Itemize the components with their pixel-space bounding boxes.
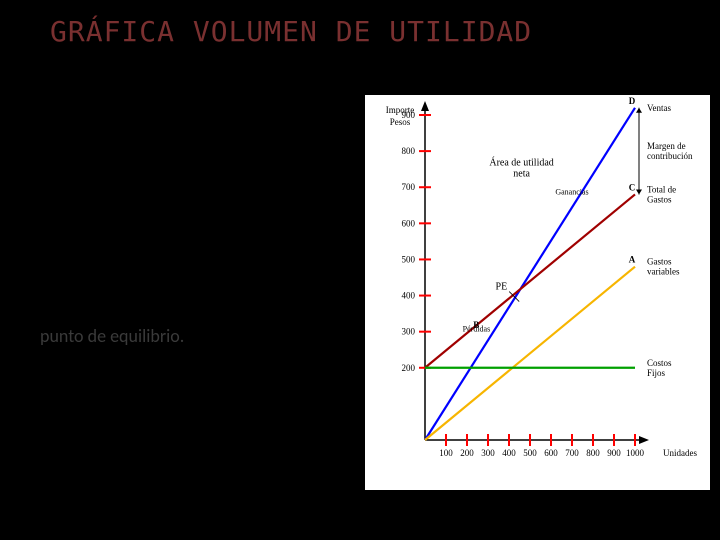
- svg-text:Pesos: Pesos: [390, 117, 411, 127]
- svg-text:A: A: [629, 255, 636, 265]
- svg-text:1000: 1000: [626, 448, 645, 458]
- svg-text:500: 500: [402, 254, 416, 264]
- svg-text:Unidades: Unidades: [663, 448, 697, 458]
- svg-text:Ganancias: Ganancias: [555, 187, 588, 196]
- svg-text:Margen de: Margen de: [647, 141, 686, 151]
- svg-text:400: 400: [502, 448, 516, 458]
- svg-text:Gastos: Gastos: [647, 257, 672, 267]
- svg-text:800: 800: [402, 146, 416, 156]
- svg-text:contribución: contribución: [647, 151, 693, 161]
- svg-text:Fijos: Fijos: [647, 368, 666, 378]
- svg-text:700: 700: [402, 182, 416, 192]
- svg-text:800: 800: [586, 448, 600, 458]
- svg-text:neta: neta: [513, 169, 530, 180]
- svg-text:100: 100: [439, 448, 453, 458]
- svg-text:PE: PE: [496, 282, 508, 293]
- svg-text:200: 200: [460, 448, 474, 458]
- svg-text:Ventas: Ventas: [647, 103, 671, 113]
- svg-text:Total de: Total de: [647, 184, 676, 194]
- svg-text:Costos: Costos: [647, 358, 672, 368]
- svg-text:variables: variables: [647, 267, 680, 277]
- svg-text:Área de utilidad: Área de utilidad: [489, 157, 553, 169]
- svg-text:300: 300: [402, 327, 416, 337]
- svg-text:C: C: [629, 182, 636, 192]
- svg-text:500: 500: [523, 448, 537, 458]
- svg-text:Pérdidas: Pérdidas: [463, 325, 491, 334]
- body-paragraph: Es el punto en donde los costos totales …: [40, 347, 340, 390]
- svg-text:200: 200: [402, 363, 416, 373]
- svg-text:D: D: [629, 96, 636, 106]
- svg-text:Importe: Importe: [386, 105, 415, 115]
- slide-title: GRÁFICA VOLUMEN DE UTILIDAD: [50, 15, 532, 48]
- body-text: punto de equilibrio. Es el punto en dond…: [40, 325, 340, 390]
- svg-text:300: 300: [481, 448, 495, 458]
- breakeven-chart: 200 300 400 500 600 700 800 900 100 200 300 400 500 6…: [365, 95, 710, 490]
- svg-text:Gastos: Gastos: [647, 194, 672, 204]
- svg-text:600: 600: [544, 448, 558, 458]
- svg-text:600: 600: [402, 218, 416, 228]
- svg-text:900: 900: [607, 448, 621, 458]
- svg-text:700: 700: [565, 448, 579, 458]
- chart-svg: 200 300 400 500 600 700 800 900 100 200 300 400 500 6…: [365, 95, 710, 490]
- svg-text:400: 400: [402, 291, 416, 301]
